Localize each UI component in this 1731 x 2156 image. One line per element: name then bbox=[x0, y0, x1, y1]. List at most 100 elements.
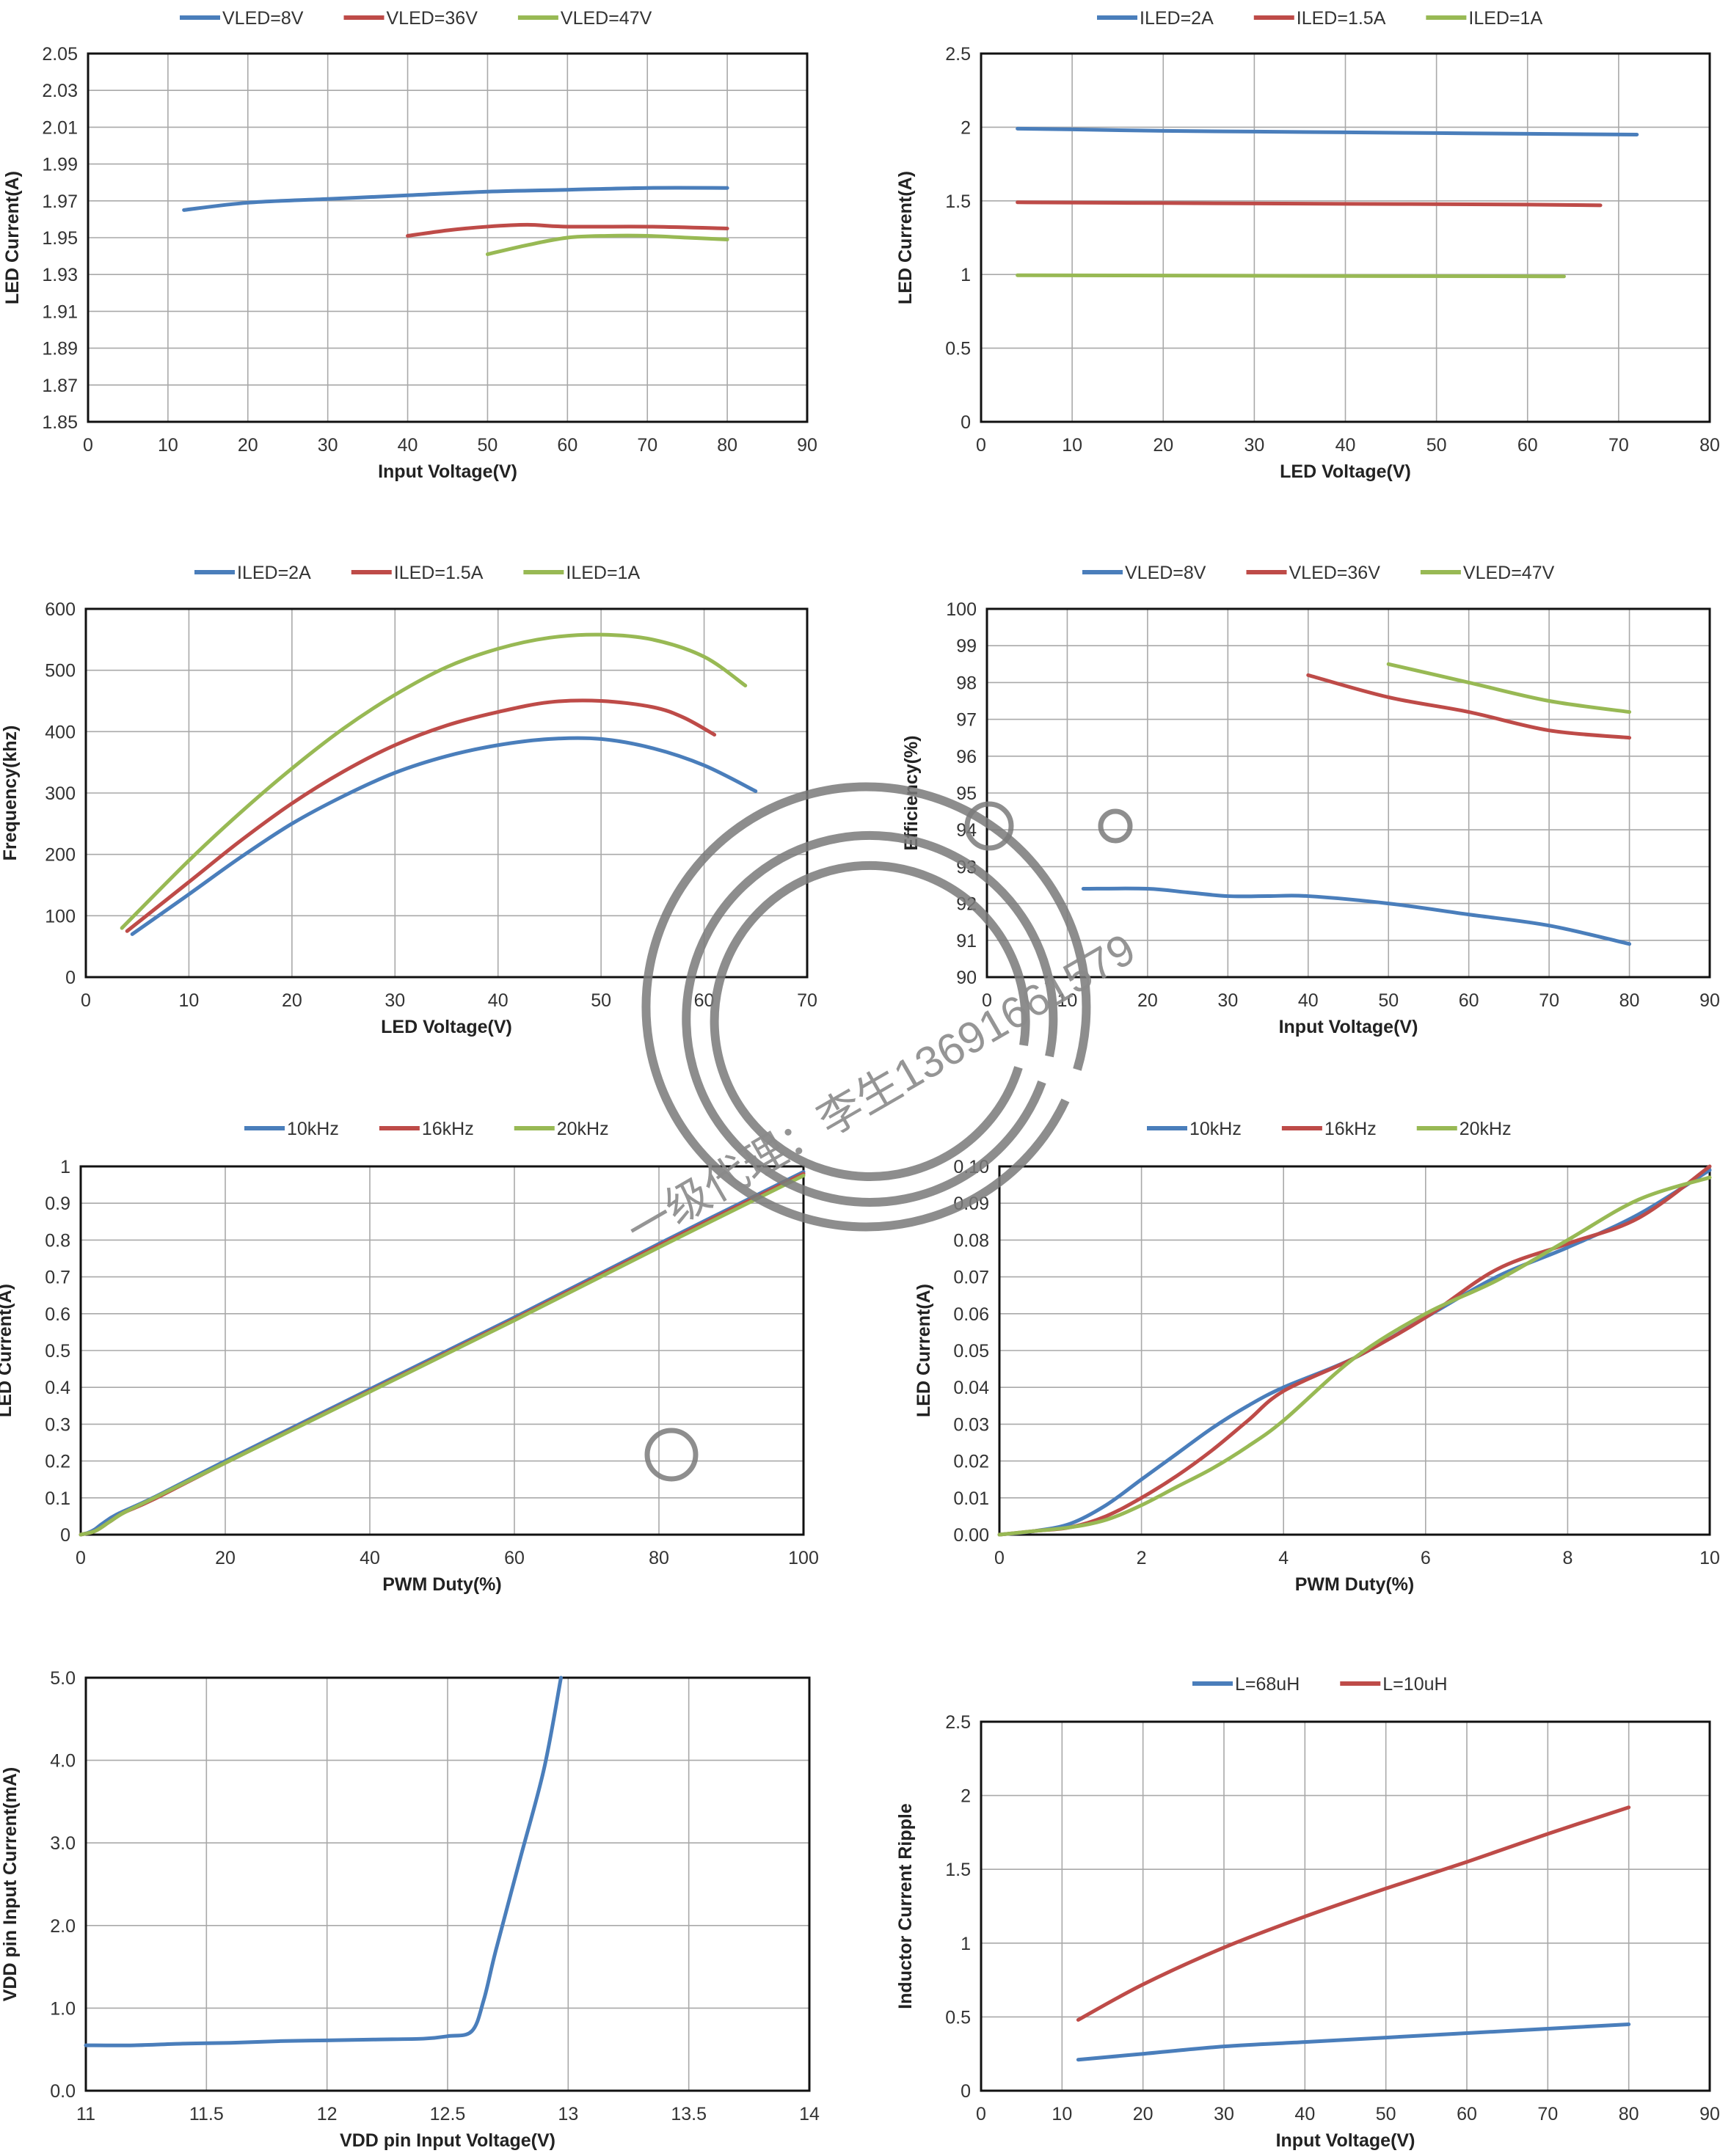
legend-label: ILED=1A bbox=[1468, 8, 1542, 29]
y-axis-title: VDD pin Input Current(mA) bbox=[0, 1767, 21, 2001]
x-tick-label: 0 bbox=[994, 1548, 1005, 1568]
x-tick-label: 90 bbox=[797, 435, 817, 456]
x-tick-label: 100 bbox=[788, 1548, 819, 1568]
x-tick-label: 30 bbox=[1217, 990, 1238, 1011]
y-tick-label: 0.05 bbox=[953, 1341, 989, 1362]
x-tick-label: 11.5 bbox=[189, 2104, 224, 2124]
x-tick-label: 20 bbox=[215, 1548, 236, 1568]
y-tick-label: 0.00 bbox=[953, 1525, 989, 1546]
chart-led-current-vs-pwm-duty-low: 0 2 4 6 8 10 0.00 0.01 0.02 0.03 0.04 0.05 0.06 0.07 0… bbox=[914, 1119, 1720, 1595]
y-tick-label: 1.5 bbox=[945, 1860, 971, 1880]
x-tick-label: 20 bbox=[1153, 435, 1173, 456]
x-tick-label: 30 bbox=[318, 435, 338, 456]
y-tick-label: 1 bbox=[961, 1934, 971, 1954]
series-line bbox=[79, 1174, 806, 1537]
y-tick-label: 0.8 bbox=[45, 1230, 70, 1251]
y-tick-label: 5.0 bbox=[50, 1668, 76, 1689]
y-tick-label: 500 bbox=[45, 661, 76, 681]
x-tick-label: 12 bbox=[317, 2104, 338, 2124]
x-tick-label: 60 bbox=[1457, 2104, 1477, 2124]
y-tick-label: 200 bbox=[45, 845, 76, 866]
x-tick-label: 70 bbox=[1608, 435, 1629, 456]
y-tick-label: 0.1 bbox=[45, 1488, 70, 1509]
y-tick-label: 2.03 bbox=[42, 81, 78, 101]
x-tick-label: 13 bbox=[558, 2104, 578, 2124]
y-tick-label: 0.9 bbox=[45, 1194, 70, 1214]
x-tick-label: 40 bbox=[398, 435, 418, 456]
y-tick-label: 98 bbox=[956, 673, 977, 693]
legend-label: VLED=8V bbox=[1125, 563, 1206, 583]
y-tick-label: 1.89 bbox=[42, 339, 78, 359]
x-tick-label: 70 bbox=[1537, 2104, 1558, 2124]
series-line bbox=[84, 1676, 563, 2047]
y-tick-label: 0 bbox=[60, 1525, 70, 1546]
x-tick-label: 4 bbox=[1278, 1548, 1289, 1568]
plot-frame bbox=[87, 52, 809, 423]
plot-frame bbox=[980, 1720, 1711, 2092]
x-axis-title: LED Voltage(V) bbox=[381, 1017, 512, 1037]
x-tick-label: 80 bbox=[1619, 2104, 1639, 2124]
y-axis-title: LED Current(A) bbox=[0, 1284, 15, 1417]
x-tick-label: 10 bbox=[1052, 2104, 1072, 2124]
legend-label: ILED=1A bbox=[566, 563, 640, 583]
y-tick-label: 0.2 bbox=[45, 1452, 70, 1472]
x-tick-label: 10 bbox=[158, 435, 178, 456]
x-tick-label: 80 bbox=[649, 1548, 669, 1568]
x-tick-label: 11 bbox=[76, 2104, 95, 2124]
series-line bbox=[1386, 662, 1632, 715]
y-tick-label: 2.5 bbox=[945, 1712, 971, 1733]
y-tick-label: 1.5 bbox=[945, 191, 971, 212]
y-tick-label: 0.6 bbox=[45, 1304, 70, 1325]
chart-led-current-vs-led-voltage: 0 10 20 30 40 50 60 70 80 0 0.5 1 1.5 2 2.5 LED Voltage… bbox=[895, 8, 1720, 482]
y-tick-label: 99 bbox=[956, 636, 977, 657]
y-tick-label: 3.0 bbox=[50, 1833, 76, 1854]
x-tick-label: 50 bbox=[1376, 2104, 1396, 2124]
y-tick-label: 2.01 bbox=[42, 117, 78, 138]
x-tick-label: 60 bbox=[504, 1548, 525, 1568]
x-tick-label: 40 bbox=[1335, 435, 1356, 456]
legend-label: VLED=47V bbox=[1463, 563, 1555, 583]
x-tick-label: 20 bbox=[1137, 990, 1158, 1011]
x-tick-label: 50 bbox=[478, 435, 498, 456]
x-tick-label: 30 bbox=[1214, 2104, 1234, 2124]
y-tick-label: 97 bbox=[956, 710, 977, 731]
chart-led-current-vs-input-voltage: 0 10 20 30 40 50 60 70 80 90 1.85 1.87 1.89 1.91 1.93 1… bbox=[2, 8, 817, 482]
series-line bbox=[182, 186, 729, 212]
y-tick-label: 2.0 bbox=[50, 1916, 76, 1937]
plot-frame bbox=[84, 1676, 811, 2092]
x-tick-label: 0 bbox=[76, 1548, 86, 1568]
legend-label: 10kHz bbox=[287, 1119, 339, 1139]
x-tick-label: 6 bbox=[1421, 1548, 1431, 1568]
series-line bbox=[1081, 886, 1632, 946]
y-tick-label: 0 bbox=[961, 412, 971, 433]
x-tick-label: 0 bbox=[976, 435, 986, 456]
y-tick-label: 0.02 bbox=[953, 1452, 989, 1472]
y-tick-label: 0.0 bbox=[50, 2081, 76, 2102]
plot-grid bbox=[980, 1721, 1710, 2091]
x-tick-label: 20 bbox=[238, 435, 258, 456]
x-tick-label: 40 bbox=[1298, 990, 1319, 1011]
chart-vdd-current-vs-vdd-voltage: 11 11.5 12 12.5 13 13.5 14 0.0 1.0 2.0 3.0 4.0 5.0 VD… bbox=[0, 1668, 820, 2151]
y-tick-label: 1.97 bbox=[42, 191, 78, 212]
series-line bbox=[125, 698, 717, 933]
y-tick-label: 600 bbox=[45, 599, 76, 620]
y-tick-label: 1.87 bbox=[42, 376, 78, 396]
y-tick-label: 100 bbox=[45, 906, 76, 927]
legend-label: ILED=1.5A bbox=[1297, 8, 1386, 29]
x-tick-label: 12.5 bbox=[430, 2104, 466, 2124]
x-tick-label: 30 bbox=[1244, 435, 1264, 456]
y-tick-label: 0.07 bbox=[953, 1268, 989, 1288]
x-tick-label: 0 bbox=[976, 2104, 986, 2124]
legend-label: 20kHz bbox=[1459, 1119, 1512, 1139]
x-tick-label: 50 bbox=[1426, 435, 1447, 456]
x-axis-title: LED Voltage(V) bbox=[1280, 461, 1411, 482]
x-tick-label: 80 bbox=[717, 435, 737, 456]
x-tick-label: 10 bbox=[1699, 1548, 1720, 1568]
series-line bbox=[485, 233, 729, 257]
x-tick-label: 8 bbox=[1562, 1548, 1573, 1568]
plot-frame bbox=[998, 1165, 1711, 1536]
x-tick-label: 50 bbox=[1378, 990, 1399, 1011]
y-tick-label: 0.3 bbox=[45, 1414, 70, 1435]
